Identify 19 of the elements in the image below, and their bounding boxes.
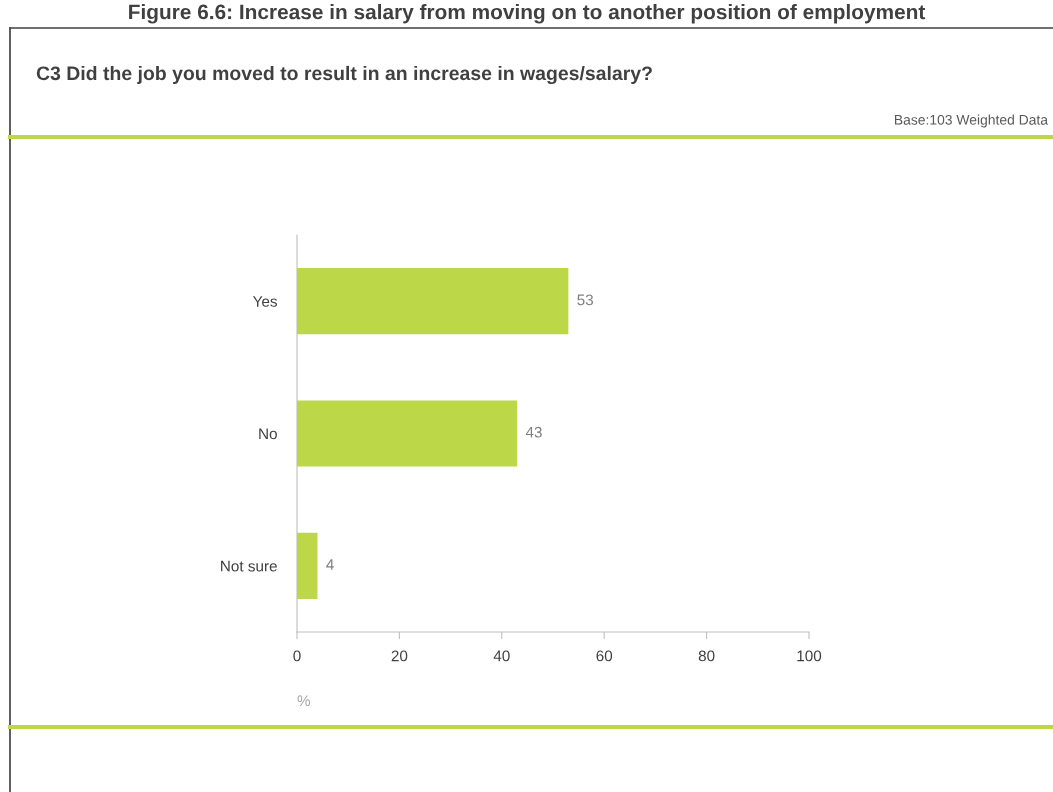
- bar: [297, 268, 569, 335]
- x-tick-label: 100: [797, 650, 822, 662]
- x-tick-label: 20: [391, 650, 408, 662]
- text: Base:103 Weighted Data: [894, 114, 1049, 128]
- chart-subtitle: C3 Did the job you moved to result in an increase in wages/salary?: [36, 65, 652, 85]
- x-tick-label: 80: [698, 650, 715, 662]
- x-tick-label: 60: [596, 650, 613, 662]
- bar: [297, 532, 318, 599]
- chart-title: Figure 6.6: Increase in salary from moving on to another position of employment: [129, 4, 926, 24]
- data-label: 53: [577, 294, 594, 306]
- x-tick-label: 40: [493, 650, 510, 662]
- y-tick-label: Yes: [252, 296, 277, 307]
- y-tick-label: No: [259, 428, 277, 440]
- x-axis-title: %: [297, 695, 311, 707]
- x-tick-label: 0: [293, 650, 301, 662]
- y-tick-label: Not sure: [221, 560, 277, 572]
- bar: [297, 400, 518, 467]
- data-label: 4: [326, 559, 334, 570]
- data-label: 43: [525, 426, 542, 438]
